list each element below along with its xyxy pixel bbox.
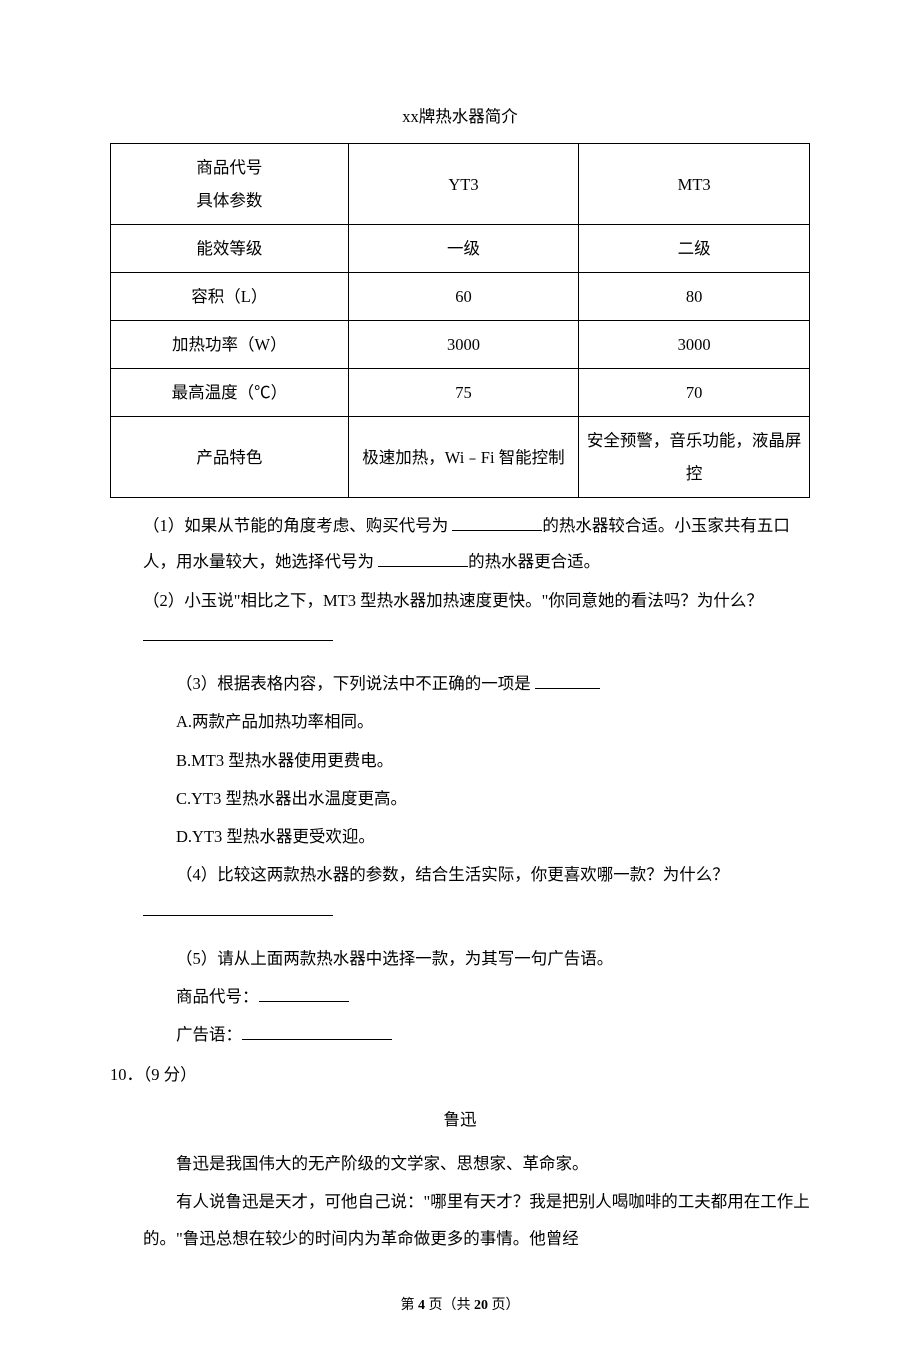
essay-paragraph-2: 有人说鲁迅是天才，可他自己说："哪里有天才？我是把别人喝咖啡的工夫都用在工作上的… [143,1184,810,1257]
row-label: 能效等级 [111,225,349,273]
q5-field-slogan: 广告语： [143,1017,810,1053]
answer-blank[interactable] [143,896,333,916]
header-col2: MT3 [579,144,810,225]
option-a: A.两款产品加热功率相同。 [143,704,810,740]
fill-blank[interactable] [242,1021,392,1041]
fill-blank[interactable] [378,548,468,568]
q3-text: （3）根据表格内容，下列说法中不正确的一项是 [176,674,535,693]
table-row: 产品特色 极速加热，Wi﹣Fi 智能控制 安全预警，音乐功能，液晶屏控 [111,417,810,498]
footer-page: 4 [418,1298,425,1313]
option-c: C.YT3 型热水器出水温度更高。 [143,781,810,817]
essay-title: 鲁迅 [110,1103,810,1136]
question-3: （3）根据表格内容，下列说法中不正确的一项是 [143,666,810,702]
header-line1: 商品代号 [196,158,262,177]
row-c2: 70 [579,369,810,417]
question-5: （5）请从上面两款热水器中选择一款，为其写一句广告语。 [143,941,810,977]
fill-blank[interactable] [535,669,600,689]
row-c2: 80 [579,273,810,321]
row-label: 最高温度（℃） [111,369,349,417]
question-2: （2）小玉说"相比之下，MT3 型热水器加热速度更快。"你同意她的看法吗？为什么… [143,583,810,619]
header-line2: 具体参数 [196,191,262,210]
fill-blank[interactable] [259,982,349,1002]
fill-blank[interactable] [452,511,542,531]
page-footer: 第 4 页（共 20 页） [110,1292,810,1320]
answer-blank[interactable] [143,621,333,641]
answer-line-wrap [143,621,810,664]
footer-middle: 页（共 [429,1298,471,1313]
essay-paragraph-1: 鲁迅是我国伟大的无产阶级的文学家、思想家、革命家。 [143,1146,810,1182]
option-d: D.YT3 型热水器更受欢迎。 [143,819,810,855]
table-row: 加热功率（W） 3000 3000 [111,321,810,369]
question-1: （1）如果从节能的角度考虑、购买代号为 的热水器较合适。小玉家共有五口人，用水量… [143,508,810,581]
q5-label-slogan: 广告语： [176,1025,242,1044]
q5-label-code: 商品代号： [176,987,259,1006]
row-c1: 60 [348,273,579,321]
row-c1: 极速加热，Wi﹣Fi 智能控制 [348,417,579,498]
question-10-number: 10．（9 分） [110,1057,810,1093]
spec-table: 商品代号 具体参数 YT3 MT3 能效等级 一级 二级 容积（L） 60 80… [110,143,810,498]
row-c1: 75 [348,369,579,417]
option-b: B.MT3 型热水器使用更费电。 [143,743,810,779]
row-c2: 二级 [579,225,810,273]
header-cell-label: 商品代号 具体参数 [111,144,349,225]
table-row: 能效等级 一级 二级 [111,225,810,273]
row-label: 产品特色 [111,417,349,498]
row-label: 容积（L） [111,273,349,321]
answer-line-wrap [143,896,810,939]
table-row: 容积（L） 60 80 [111,273,810,321]
q1-text-c: 的热水器更合适。 [468,552,600,571]
table-title: xx牌热水器简介 [110,100,810,133]
header-col1: YT3 [348,144,579,225]
row-c2: 安全预警，音乐功能，液晶屏控 [579,417,810,498]
footer-suffix: 页） [492,1298,520,1313]
row-c1: 一级 [348,225,579,273]
table-header-row: 商品代号 具体参数 YT3 MT3 [111,144,810,225]
row-c1: 3000 [348,321,579,369]
question-4: （4）比较这两款热水器的参数，结合生活实际，你更喜欢哪一款？为什么？ [143,857,810,893]
footer-total: 20 [474,1298,488,1313]
table-row: 最高温度（℃） 75 70 [111,369,810,417]
q1-text-a: （1）如果从节能的角度考虑、购买代号为 [143,516,452,535]
q5-field-code: 商品代号： [143,979,810,1015]
footer-prefix: 第 [401,1298,415,1313]
row-label: 加热功率（W） [111,321,349,369]
row-c2: 3000 [579,321,810,369]
